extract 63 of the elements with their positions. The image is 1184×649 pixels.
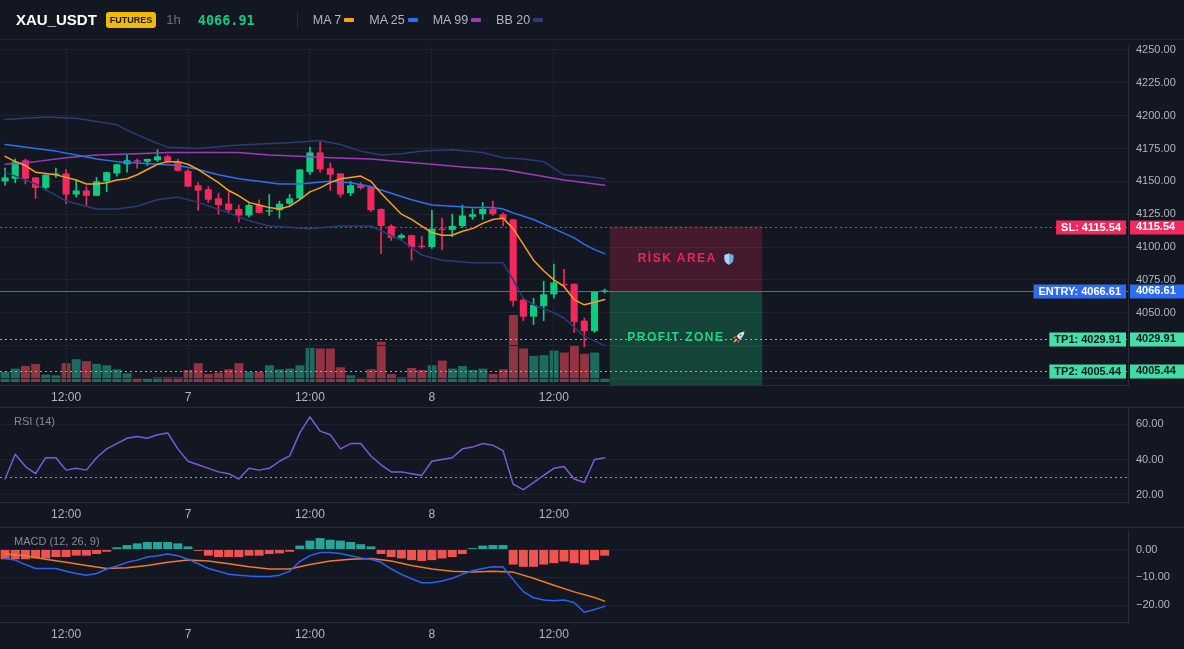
chart-title: XAU_USDT xyxy=(16,11,97,28)
y-tick-label: 4029.91 xyxy=(1136,332,1176,345)
y-tick-label: 4050.00 xyxy=(1136,305,1176,318)
y-tick-label: 4115.54 xyxy=(1136,219,1177,232)
y-tick-label: 60.00 xyxy=(1136,417,1164,430)
x-tick-label: 7 xyxy=(184,626,192,641)
x-tick-label: 12:00 xyxy=(51,506,82,521)
x-tick-label: 7 xyxy=(184,389,192,404)
legend-label: MA 25 xyxy=(369,12,405,27)
x-tick-label: 12:00 xyxy=(538,506,570,521)
y-tick-label: 4175.00 xyxy=(1136,141,1176,154)
bar xyxy=(81,361,91,382)
y-tick-label: 40.00 xyxy=(1136,452,1164,465)
text: RSI (14) xyxy=(14,415,55,427)
y-tick-label: −10.00 xyxy=(1136,570,1170,583)
legend-label: MA 7 xyxy=(312,12,342,27)
x-tick-label: 8 xyxy=(428,626,436,641)
y-tick-label: 4125.00 xyxy=(1136,207,1176,220)
band-label: PROFIT ZONE xyxy=(627,330,725,345)
candlestick xyxy=(265,194,273,216)
bar xyxy=(71,359,81,382)
ref-line-label: TP1: 4029.91 xyxy=(1054,333,1121,346)
y-tick-label: 20.00 xyxy=(1136,487,1164,500)
legend-label: MA 99 xyxy=(432,12,469,27)
ref-line-label: TP2: 4005.44 xyxy=(1054,365,1122,378)
bar xyxy=(122,545,132,550)
bar xyxy=(122,373,132,382)
y-tick-label: 4150.00 xyxy=(1136,174,1176,187)
x-tick-label: 12:00 xyxy=(294,389,326,404)
y-tick-label: 4005.44 xyxy=(1136,364,1177,377)
ref-line-label: SL: 4115.54 xyxy=(1061,221,1122,234)
bar xyxy=(244,550,254,556)
x-tick-label: 12:00 xyxy=(538,389,570,404)
band-label: RİSK AREA xyxy=(637,250,717,266)
x-tick-label: 12:00 xyxy=(51,389,82,404)
x-tick-label: 12:00 xyxy=(51,626,82,641)
bar xyxy=(559,550,569,562)
bar xyxy=(183,546,193,550)
x-tick-label: 12:00 xyxy=(294,626,326,641)
y-tick-label: 4200.00 xyxy=(1136,108,1176,121)
bar xyxy=(244,371,254,382)
text: 4066.91 xyxy=(197,11,255,28)
bar xyxy=(437,360,447,382)
text: MACD (12, 26, 9) xyxy=(14,535,100,547)
y-tick-label: −20.00 xyxy=(1136,598,1170,611)
y-tick-label: 4066.61 xyxy=(1136,283,1176,296)
text: 1h xyxy=(166,12,181,27)
x-tick-label: 12:00 xyxy=(294,506,326,521)
legend-label: BB 20 xyxy=(496,12,531,27)
bar xyxy=(498,545,508,550)
ref-line-label: ENTRY: 4066.61 xyxy=(1038,285,1122,298)
x-tick-label: 12:00 xyxy=(538,626,570,641)
y-tick-label: 4075.00 xyxy=(1136,272,1176,285)
y-tick-label: 4225.00 xyxy=(1136,75,1176,88)
x-tick-label: 8 xyxy=(428,506,436,521)
bar xyxy=(346,375,356,382)
y-tick-label: 0.00 xyxy=(1136,542,1158,555)
x-tick-label: 7 xyxy=(184,506,192,521)
bar xyxy=(254,371,264,382)
x-tick-label: 8 xyxy=(428,389,436,404)
text: FUTURES xyxy=(105,11,157,28)
y-tick-label: 4250.00 xyxy=(1136,42,1176,55)
y-tick-label: 4100.00 xyxy=(1136,240,1176,253)
